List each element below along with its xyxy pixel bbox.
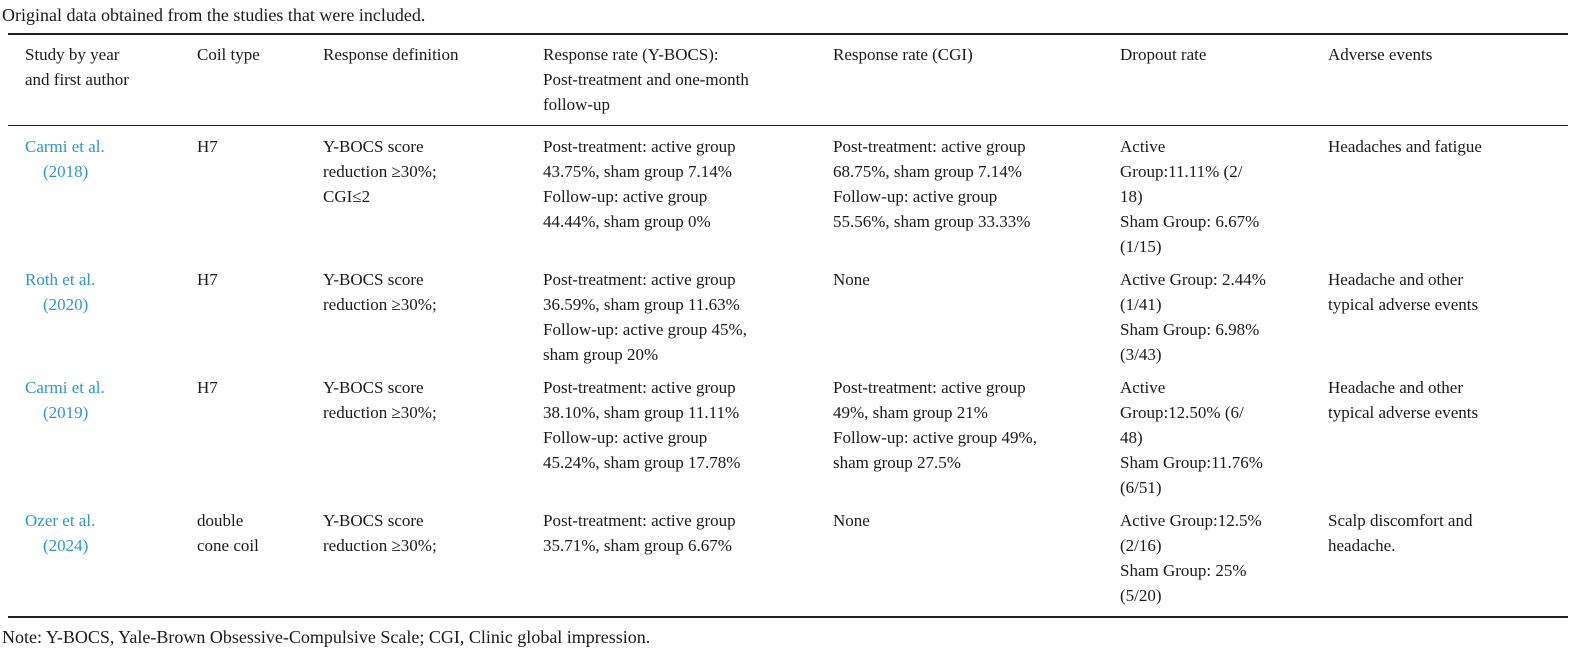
coil-type-cell: H7 xyxy=(197,270,218,289)
study-citation-link[interactable]: Roth et al. (2020) xyxy=(25,270,96,314)
studies-table: Study by year and first author Coil type… xyxy=(8,33,1568,618)
response-rate-ybocs-cell: Post-treatment: active group 43.75%, sha… xyxy=(543,137,736,231)
study-citation-link[interactable]: Ozer et al. (2024) xyxy=(25,511,96,555)
response-definition-cell: Y-BOCS score reduction ≥30%; xyxy=(323,511,437,555)
col-header-response-rate-ybocs: Response rate (Y-BOCS): Post-treatment a… xyxy=(543,34,833,126)
dropout-rate-cell: Active Group:11.11% (2/ 18) Sham Group: … xyxy=(1120,137,1260,256)
coil-type-cell: double cone coil xyxy=(197,511,259,555)
col-header-study: Study by year and first author xyxy=(8,34,197,126)
adverse-events-cell: Headache and other typical adverse event… xyxy=(1328,378,1479,422)
col-header-dropout-rate: Dropout rate xyxy=(1120,34,1328,126)
response-definition-cell: Y-BOCS score reduction ≥30%; xyxy=(323,270,437,314)
study-citation-link[interactable]: Carmi et al. (2018) xyxy=(25,137,105,181)
table-footnote: Note: Y-BOCS, Yale-Brown Obsessive-Compu… xyxy=(2,627,651,647)
coil-type-cell: H7 xyxy=(197,137,218,156)
header-row: Study by year and first author Coil type… xyxy=(8,34,1568,126)
study-citation-link[interactable]: Carmi et al. (2019) xyxy=(25,378,105,422)
table-row-carmi-2019: Carmi et al. (2019) H7 Y-BOCS score redu… xyxy=(8,371,1568,504)
dropout-rate-cell: Active Group:12.50% (6/ 48) Sham Group:1… xyxy=(1120,378,1263,497)
col-header-adverse-events: Adverse events xyxy=(1328,34,1568,126)
response-rate-cgi-cell: None xyxy=(833,511,870,530)
response-definition-cell: Y-BOCS score reduction ≥30%; CGI≤2 xyxy=(323,137,437,206)
coil-type-cell: H7 xyxy=(197,378,218,397)
table-row-carmi-2018: Carmi et al. (2018) H7 Y-BOCS score redu… xyxy=(8,126,1568,264)
study-cell: Roth et al. (2020) xyxy=(8,263,197,371)
table-caption: Original data obtained from the studies … xyxy=(2,5,426,25)
dropout-rate-cell: Active Group: 2.44% (1/41) Sham Group: 6… xyxy=(1120,270,1266,364)
response-rate-ybocs-cell: Post-treatment: active group 38.10%, sha… xyxy=(543,378,741,472)
response-rate-ybocs-cell: Post-treatment: active group 36.59%, sha… xyxy=(543,270,747,364)
study-cell: Ozer et al. (2024) xyxy=(8,504,197,617)
col-header-coil-type: Coil type xyxy=(197,34,323,126)
response-rate-ybocs-cell: Post-treatment: active group 35.71%, sha… xyxy=(543,511,736,555)
response-rate-cgi-cell: Post-treatment: active group 49%, sham g… xyxy=(833,378,1037,472)
adverse-events-cell: Scalp discomfort and headache. xyxy=(1328,511,1473,555)
response-definition-cell: Y-BOCS score reduction ≥30%; xyxy=(323,378,437,422)
dropout-rate-cell: Active Group:12.5% (2/16) Sham Group: 25… xyxy=(1120,511,1262,605)
study-cell: Carmi et al. (2018) xyxy=(8,126,197,264)
table-row-ozer-2024: Ozer et al. (2024) double cone coil Y-BO… xyxy=(8,504,1568,617)
adverse-events-cell: Headaches and fatigue xyxy=(1328,137,1482,156)
col-header-response-rate-cgi: Response rate (CGI) xyxy=(833,34,1120,126)
response-rate-cgi-cell: Post-treatment: active group 68.75%, sha… xyxy=(833,137,1031,231)
adverse-events-cell: Headache and other typical adverse event… xyxy=(1328,270,1479,314)
response-rate-cgi-cell: None xyxy=(833,270,870,289)
study-cell: Carmi et al. (2019) xyxy=(8,371,197,504)
table-row-roth-2020: Roth et al. (2020) H7 Y-BOCS score reduc… xyxy=(8,263,1568,371)
col-header-response-definition: Response definition xyxy=(323,34,543,126)
